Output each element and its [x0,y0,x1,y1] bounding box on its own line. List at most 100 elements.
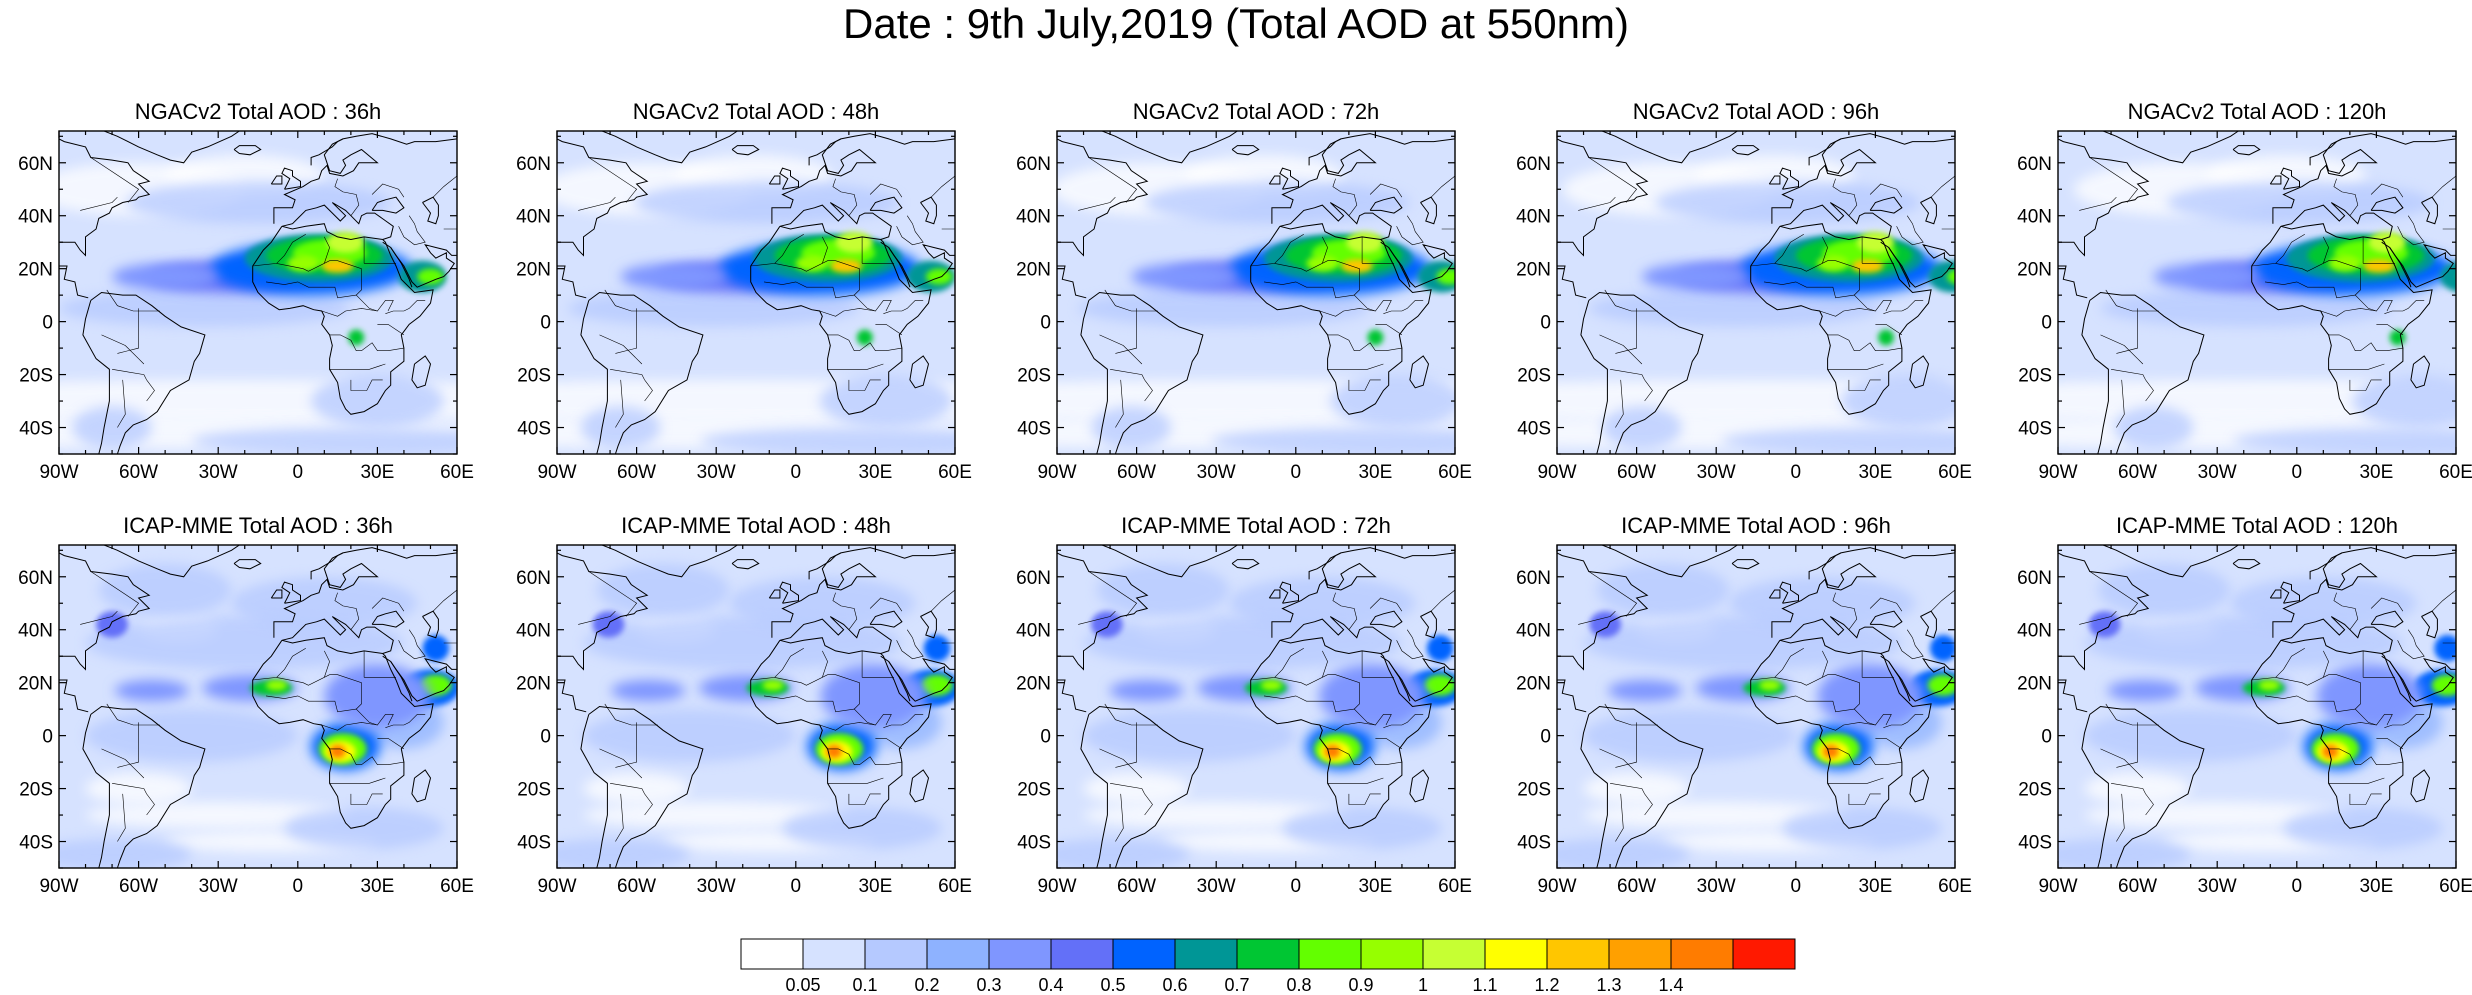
lat-tick-label: 20S [517,366,551,387]
colorbar-swatch [1112,938,1176,970]
country-borders [2079,571,2456,842]
lat-tick-label: 0 [2041,313,2052,334]
lon-tick-label: 0 [1291,876,1302,897]
coastlines [1057,545,1455,868]
lon-tick-label: 0 [1791,876,1802,897]
lon-tick-label: 30W [697,876,736,897]
lon-tick-label: 30E [2359,462,2393,483]
lon-tick-label: 60E [1938,876,1972,897]
lon-tick-label: 90W [2038,462,2077,483]
lon-tick-label: 30W [199,462,238,483]
coastlines [1557,131,1955,454]
map-panel: ICAP-MME Total AOD : 48h 90W 60W 30W 0 30E 60E… [516,513,972,897]
map-panel: ICAP-MME Total AOD : 96h 90W 60W 30W 0 30E 60E… [1516,513,1972,897]
colorbar-label: 0.3 [976,975,1001,995]
lat-tick-label: 0 [2041,727,2052,748]
map-frame [556,544,956,869]
lon-tick-label: 90W [1037,876,1076,897]
lon-tick-label: 60W [617,876,656,897]
map-panel: NGACv2 Total AOD : 36h 90W 60W 30W 0 30E 60E 60… [18,99,474,483]
aod-field [2058,545,2456,868]
lon-tick-label: 60W [119,462,158,483]
lat-tick-label: 40S [1517,833,1551,854]
aod-field [557,545,955,868]
lon-tick-label: 30W [2198,462,2237,483]
lon-tick-label: 60W [1117,462,1156,483]
lon-tick-label: 60W [617,462,656,483]
lat-tick-label: 40N [18,621,53,642]
map-frame [1056,544,1456,869]
lat-tick-label: 0 [42,313,53,334]
panel-title: NGACv2 Total AOD : 48h [633,99,880,124]
lat-tick-label: 20S [517,780,551,801]
colorbar-swatch [1608,938,1672,970]
lon-tick-label: 90W [39,876,78,897]
lat-tick-label: 40N [1516,207,1551,228]
lon-tick-label: 90W [1537,876,1576,897]
lat-tick-label: 20N [1016,260,1051,281]
lon-tick-label: 0 [1791,462,1802,483]
lat-tick-label: 20S [1017,780,1051,801]
panel-title: ICAP-MME Total AOD : 36h [123,513,393,538]
aod-field [2058,131,2456,454]
lat-tick-label: 20S [2018,366,2052,387]
lat-tick-label: 60N [18,154,53,175]
lat-tick-label: 20N [18,260,53,281]
colorbar-label: 1.1 [1472,975,1497,995]
country-borders [80,157,457,428]
map-frame [2057,130,2457,455]
lon-tick-label: 30W [1197,462,1236,483]
lon-tick-label: 30E [1858,876,1892,897]
lon-tick-label: 0 [2292,876,2303,897]
aod-field [1557,545,1955,868]
lat-tick-label: 60N [516,568,551,589]
aod-field [1057,545,1455,868]
lon-tick-label: 60E [1938,462,1972,483]
lon-tick-label: 60W [1617,462,1656,483]
lon-tick-label: 60W [1617,876,1656,897]
map-panels: NGACv2 Total AOD : 36h 90W 60W 30W 0 30E 60E 60… [18,99,2472,897]
country-borders [1578,157,1955,428]
lat-tick-label: 0 [1040,727,1051,748]
lat-tick-label: 20N [1516,674,1551,695]
lat-tick-label: 20S [19,780,53,801]
lon-tick-label: 0 [791,876,802,897]
lat-tick-label: 40N [2017,207,2052,228]
lon-tick-label: 60W [2118,876,2157,897]
lon-tick-label: 30E [1358,462,1392,483]
lat-tick-label: 40S [1517,419,1551,440]
lon-tick-label: 30E [858,876,892,897]
lat-tick-label: 20N [1016,674,1051,695]
figure-title: Date : 9th July,2019 (Total AOD at 550nm… [843,0,1629,47]
colorbar-swatch [864,938,928,970]
colorbar-swatch [1236,938,1300,970]
lat-tick-label: 20N [516,260,551,281]
lon-tick-label: 30W [199,876,238,897]
lon-tick-label: 90W [39,462,78,483]
lat-tick-label: 40S [1017,419,1051,440]
lat-tick-label: 40S [517,833,551,854]
colorbar-label: 0.8 [1286,975,1311,995]
colorbar-swatch [1484,938,1548,970]
lon-tick-label: 60E [440,462,474,483]
colorbar-swatch [1670,938,1734,970]
coastlines [59,545,457,868]
lat-tick-label: 20N [2017,674,2052,695]
lat-tick-label: 40N [1516,621,1551,642]
lat-tick-label: 60N [1516,154,1551,175]
colorbar-label: 0.05 [785,975,820,995]
map-panel: NGACv2 Total AOD : 48h 90W 60W 30W 0 30E 60E 60… [516,99,972,483]
lat-tick-label: 60N [2017,568,2052,589]
colorbar-label: 1 [1418,975,1428,995]
lat-tick-label: 40S [2018,419,2052,440]
lon-tick-label: 60W [1117,876,1156,897]
country-borders [1578,571,1955,842]
lon-tick-label: 30E [360,462,394,483]
lat-tick-label: 60N [2017,154,2052,175]
lat-tick-label: 20N [516,674,551,695]
colorbar-label: 0.5 [1100,975,1125,995]
map-panel: NGACv2 Total AOD : 96h 90W 60W 30W 0 30E 60E 60… [1516,99,1972,483]
country-borders [1078,157,1455,428]
lon-tick-label: 60W [119,876,158,897]
coastlines [1557,545,1955,868]
